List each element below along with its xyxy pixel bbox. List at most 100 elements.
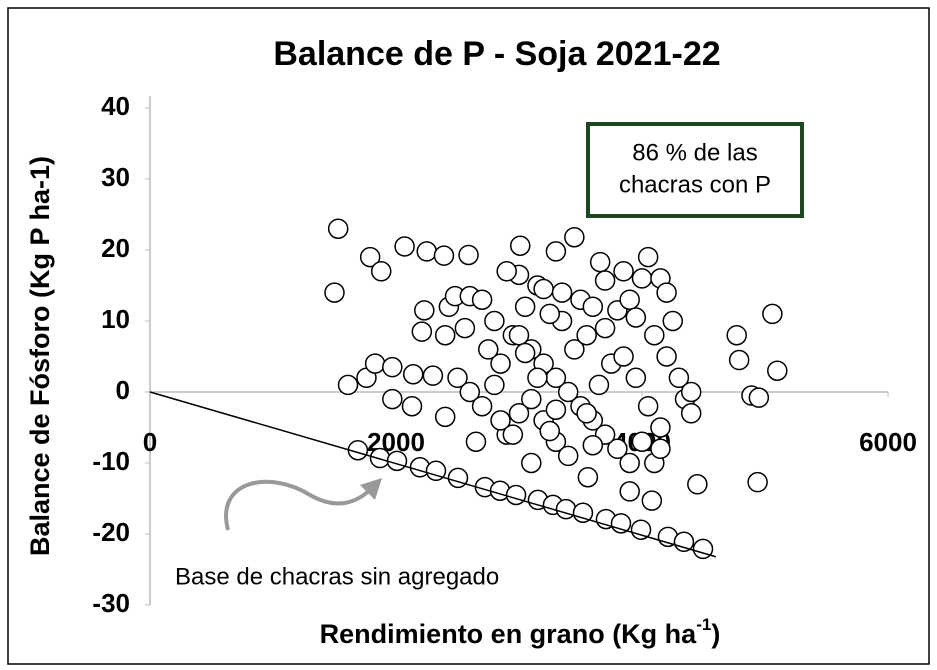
point (767, 360, 788, 381)
point (631, 431, 653, 452)
point (527, 367, 548, 389)
point (490, 410, 511, 431)
point (521, 452, 542, 474)
point (747, 471, 768, 493)
point (662, 310, 683, 332)
point (359, 246, 381, 268)
point (613, 346, 634, 367)
point (465, 431, 487, 452)
point (631, 268, 653, 289)
point (505, 484, 527, 506)
point (514, 342, 536, 364)
point (594, 317, 616, 339)
point (637, 395, 659, 417)
point (668, 367, 690, 389)
point (434, 406, 456, 428)
point (478, 339, 499, 360)
x-axis-label-end: ) (711, 619, 720, 649)
point (557, 445, 579, 467)
x-axis-label-main: Rendimiento en grano (Kg ha (320, 619, 697, 649)
arrow (224, 479, 374, 531)
y-tick-label: -10 (92, 446, 130, 476)
y-axis-label: Balance de Fósforo (Kg P ha-1) (25, 156, 55, 556)
y-tick-label: -20 (92, 517, 130, 547)
arrow-head (360, 478, 382, 500)
point (564, 226, 585, 248)
point (637, 246, 659, 268)
point (425, 460, 447, 482)
chart-title: Balance de P - Soja 2021-22 (273, 35, 720, 73)
point (416, 241, 437, 262)
point (680, 381, 702, 403)
point (610, 513, 632, 534)
point (656, 346, 677, 367)
x-tick-label: 6000 (859, 427, 917, 457)
point (447, 467, 469, 489)
point (589, 251, 611, 273)
point (551, 282, 573, 303)
point (414, 300, 435, 321)
point (422, 365, 444, 386)
point (447, 367, 468, 389)
point (687, 474, 708, 495)
point (545, 241, 567, 262)
point (370, 261, 392, 282)
point (577, 466, 599, 488)
y-tick-label: -30 (92, 588, 130, 618)
point (521, 388, 542, 410)
point (433, 245, 455, 266)
point (434, 324, 456, 346)
point (726, 324, 747, 346)
point (644, 324, 665, 346)
point (762, 303, 783, 325)
x-axis-label-sup: -1 (696, 615, 711, 634)
point (411, 321, 433, 342)
point (496, 261, 517, 282)
point (337, 374, 359, 396)
point (508, 324, 530, 346)
point (650, 417, 671, 438)
annotation-text: Base de chacras sin agregado (175, 563, 499, 590)
point (564, 339, 585, 360)
point (471, 289, 493, 310)
point (576, 324, 597, 346)
point (514, 296, 536, 318)
x-axis-label: Rendimiento en grano (Kg ha-1) (320, 615, 721, 649)
point (613, 261, 634, 282)
point (630, 519, 652, 540)
y-tick-label: 40 (101, 91, 130, 121)
point (650, 438, 671, 460)
y-tick-label: 10 (101, 304, 130, 334)
point (402, 364, 424, 385)
point (459, 381, 481, 403)
point (594, 270, 616, 291)
point (625, 367, 647, 389)
point (508, 403, 530, 424)
point (582, 296, 604, 318)
annotation-box (586, 122, 804, 218)
point (728, 349, 750, 371)
point (539, 420, 560, 442)
y-tick-label: 30 (101, 162, 130, 192)
point (588, 374, 610, 396)
point (458, 244, 479, 266)
point (327, 218, 349, 239)
point (557, 381, 579, 403)
point (533, 278, 554, 300)
point (680, 403, 702, 424)
point (454, 317, 476, 339)
point (324, 282, 345, 303)
point (484, 374, 505, 396)
point (502, 424, 524, 445)
point (619, 452, 640, 474)
point (572, 502, 594, 523)
point (364, 353, 386, 374)
point (539, 303, 560, 325)
point (619, 481, 640, 502)
point (625, 307, 647, 328)
point (369, 447, 391, 469)
point (382, 388, 403, 410)
point (401, 395, 423, 417)
point (382, 356, 403, 378)
